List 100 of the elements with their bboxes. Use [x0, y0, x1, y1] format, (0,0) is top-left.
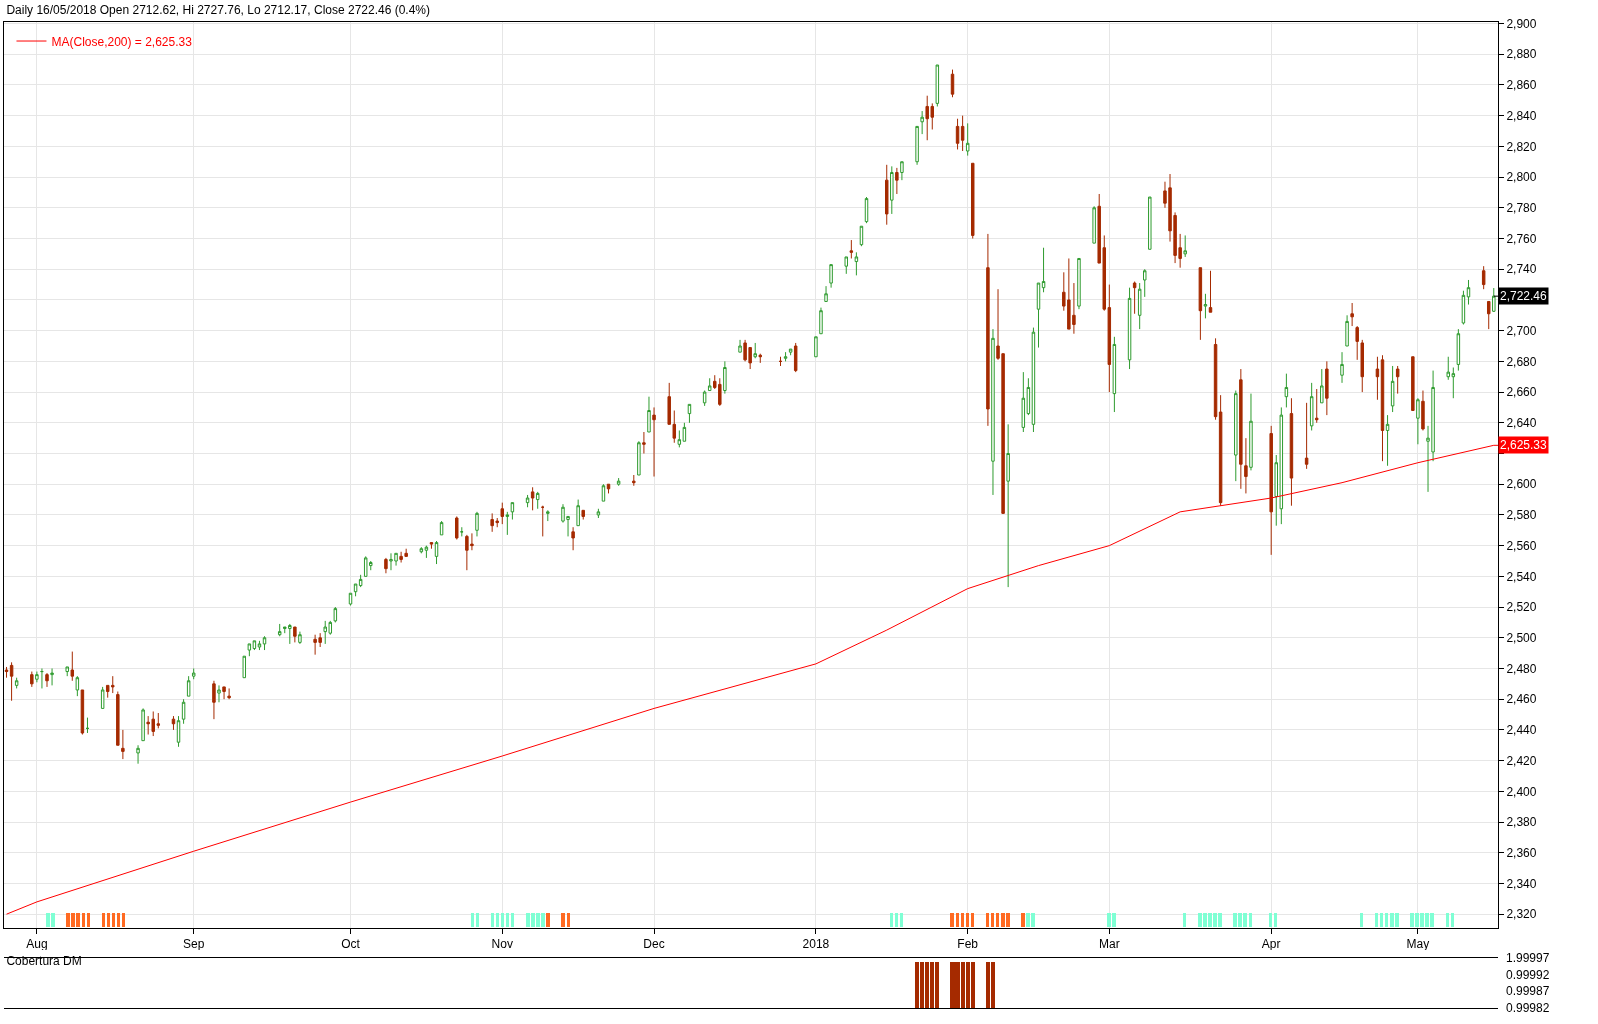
- candlestick: [434, 540, 439, 565]
- candlestick: [358, 574, 363, 588]
- candlestick: [500, 502, 505, 525]
- candlestick: [35, 671, 39, 683]
- candlestick: [1041, 247, 1046, 293]
- candlestick: [1304, 402, 1309, 470]
- candlestick: [242, 655, 247, 679]
- candlestick: [1395, 365, 1400, 395]
- candlestick: [424, 545, 429, 559]
- candlestick: [1127, 287, 1132, 370]
- x-tick-label: Oct: [341, 937, 361, 952]
- candlestick: [723, 360, 727, 395]
- candlestick: [793, 342, 798, 373]
- candlestick: [890, 165, 894, 215]
- candlestick: [682, 422, 687, 442]
- y-tick-label: 2,540: [1506, 569, 1537, 584]
- candlestick: [247, 643, 252, 657]
- y-tick-label: 2,760: [1506, 231, 1537, 246]
- candlestick: [141, 707, 145, 742]
- candlestick: [596, 508, 601, 519]
- annotation: 2,722.46: [1500, 289, 1548, 303]
- y-tick-label: 2,460: [1506, 692, 1537, 707]
- text: 0.99987: [1506, 984, 1550, 998]
- candlestick: [829, 264, 833, 289]
- candlestick: [1006, 423, 1010, 588]
- candlestick: [915, 125, 919, 166]
- candlestick: [1203, 293, 1208, 319]
- y-tick-label: 2,380: [1506, 815, 1537, 830]
- y-tick-label: 2,680: [1506, 354, 1537, 369]
- candlestick: [895, 167, 899, 195]
- candlestick: [262, 635, 267, 651]
- candlestick: [991, 328, 995, 496]
- candlestick: [1183, 234, 1187, 258]
- candlestick: [1244, 437, 1248, 494]
- candlestick: [1416, 397, 1420, 445]
- candlestick: [1132, 281, 1137, 315]
- y-tick-label: 2,520: [1506, 600, 1537, 615]
- candlestick: [525, 494, 530, 508]
- candlestick: [758, 353, 763, 364]
- y-tick-label: 2,880: [1506, 47, 1537, 62]
- candlestick: [1148, 196, 1152, 250]
- x-tick-label: Sep: [183, 937, 205, 952]
- y-tick-label: 2,320: [1506, 907, 1537, 922]
- candlestick: [1340, 351, 1344, 384]
- candlestick: [1239, 368, 1243, 490]
- candlestick: [252, 640, 257, 651]
- candlestick: [40, 667, 44, 689]
- candlestick: [783, 351, 788, 362]
- candlestick: [1289, 397, 1294, 507]
- candlestick: [510, 502, 515, 521]
- candlestick: [277, 623, 282, 637]
- y-tick-label: 2,400: [1506, 784, 1537, 799]
- candlestick: [1314, 388, 1319, 424]
- candlestick: [546, 509, 550, 522]
- candlestick: [171, 715, 176, 731]
- candlestick: [1198, 267, 1203, 341]
- y-tick-label: 2,600: [1506, 477, 1537, 492]
- candlestick: [819, 307, 823, 335]
- candlestick: [1375, 356, 1380, 401]
- candlestick: [1380, 354, 1385, 462]
- candlestick: [687, 403, 692, 424]
- candlestick: [1092, 205, 1096, 244]
- candlestick: [212, 680, 216, 720]
- candlestick: [1137, 282, 1142, 330]
- candlestick: [960, 115, 965, 152]
- candlestick: [4, 666, 9, 679]
- legend-label: MA(Close,200) = 2,625.33: [51, 34, 193, 49]
- candlestick: [632, 474, 636, 487]
- y-tick-label: 2,820: [1506, 139, 1537, 154]
- x-tick-label: Nov: [491, 937, 513, 952]
- text: 0.99982: [1506, 1001, 1550, 1015]
- candlestick: [1143, 268, 1147, 298]
- candlestick: [455, 515, 459, 540]
- x-tick-label: Aug: [26, 937, 48, 952]
- candlestick: [541, 505, 545, 537]
- candlestick: [1481, 265, 1486, 290]
- candlestick: [935, 64, 940, 107]
- candlestick: [65, 666, 69, 677]
- candlestick: [384, 557, 388, 574]
- candlestick: [1234, 390, 1238, 482]
- candlestick: [1269, 425, 1273, 556]
- candlestick: [1026, 377, 1031, 416]
- candlestick: [601, 483, 606, 502]
- candlestick: [100, 686, 105, 709]
- candlestick: [824, 285, 828, 302]
- y-tick-label: 2,340: [1506, 876, 1537, 891]
- candlestick: [1390, 365, 1395, 413]
- candlestick: [1284, 373, 1289, 408]
- candlestick: [191, 667, 196, 680]
- y-tick-label: 2,660: [1506, 385, 1537, 400]
- candlestick: [116, 691, 120, 746]
- candlestick: [1385, 414, 1390, 467]
- y-tick-label: 2,420: [1506, 753, 1537, 768]
- y-tick-label: 2,360: [1506, 845, 1537, 860]
- candlestick: [738, 339, 742, 353]
- candlestick: [257, 640, 262, 651]
- y-tick-label: 2,800: [1506, 170, 1537, 185]
- candlestick: [475, 511, 479, 537]
- candlestick: [571, 526, 575, 551]
- candlestick: [955, 118, 960, 150]
